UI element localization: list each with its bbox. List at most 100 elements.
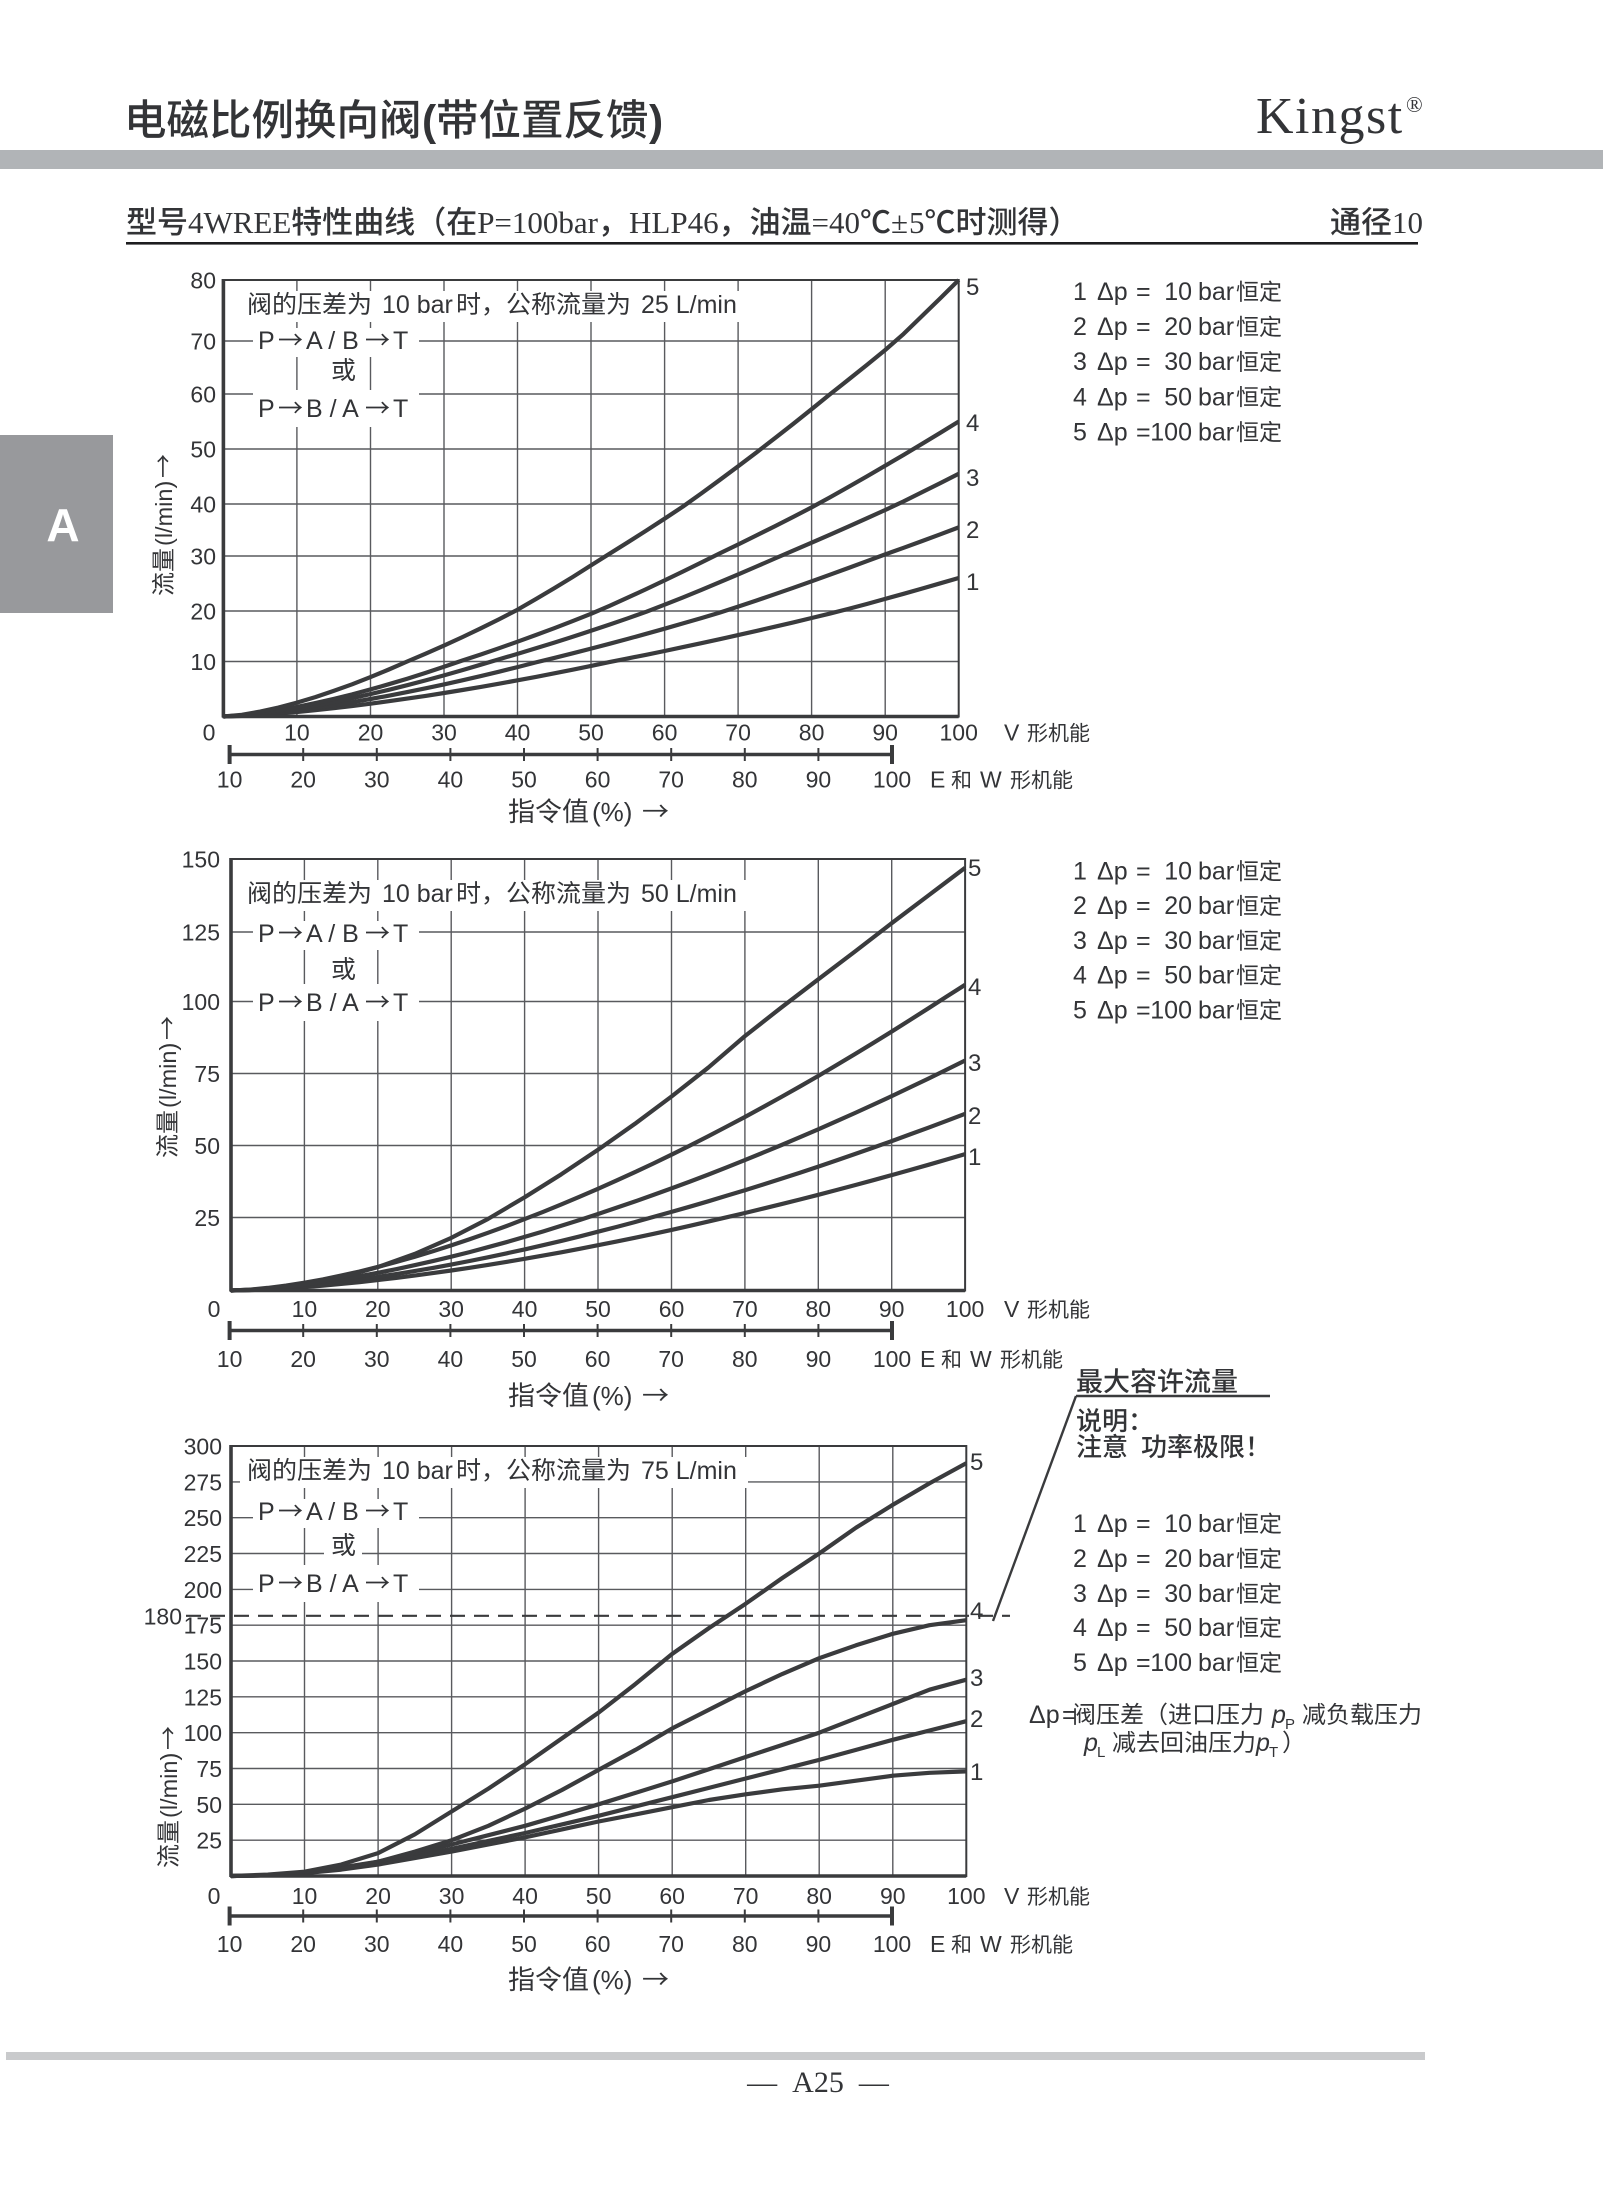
- svg-text:10: 10: [1392, 205, 1423, 240]
- svg-text:30: 30: [439, 1883, 465, 1909]
- svg-text:Δp: Δp: [1097, 892, 1128, 920]
- svg-text:bar: bar: [1198, 418, 1234, 446]
- svg-text:bar: bar: [1198, 892, 1234, 920]
- svg-text:10: 10: [217, 767, 243, 793]
- svg-text:50: 50: [578, 720, 604, 746]
- svg-text:175: 175: [184, 1613, 222, 1639]
- svg-text:T: T: [1269, 1744, 1278, 1761]
- svg-text:180: 180: [144, 1604, 182, 1630]
- svg-text:(%): (%): [592, 1381, 632, 1411]
- svg-text:5: 5: [970, 1449, 983, 1476]
- svg-text:25 L/min: 25 L/min: [641, 291, 737, 319]
- svg-text:60: 60: [585, 767, 611, 793]
- svg-text:60: 60: [652, 720, 678, 746]
- svg-text:100: 100: [1150, 996, 1192, 1024]
- svg-text:90: 90: [880, 1883, 906, 1909]
- svg-text:5: 5: [1073, 1649, 1087, 1677]
- svg-text:1: 1: [970, 1759, 983, 1786]
- svg-text:T: T: [393, 989, 408, 1017]
- svg-text:Δp: Δp: [1097, 858, 1128, 886]
- svg-text:1: 1: [1073, 858, 1087, 886]
- svg-text:100: 100: [182, 989, 220, 1015]
- svg-text:3: 3: [1073, 348, 1087, 376]
- svg-text:=40: =40: [812, 205, 860, 240]
- svg-text:30: 30: [364, 1346, 390, 1372]
- svg-text:Δp: Δp: [1097, 1649, 1128, 1677]
- svg-text:bar: bar: [1198, 383, 1234, 411]
- svg-text:P: P: [258, 989, 275, 1017]
- svg-text:1: 1: [1073, 278, 1087, 306]
- svg-text:60: 60: [659, 1883, 685, 1909]
- svg-text:90: 90: [806, 1931, 832, 1957]
- svg-text:10: 10: [292, 1296, 318, 1322]
- svg-text:50: 50: [511, 1931, 537, 1957]
- svg-text:V: V: [1004, 720, 1020, 746]
- svg-text:0: 0: [203, 720, 216, 746]
- svg-text:200: 200: [184, 1577, 222, 1603]
- svg-text:±: ±: [891, 205, 908, 240]
- svg-text:100: 100: [1150, 1649, 1192, 1677]
- svg-text:E: E: [930, 1931, 945, 1957]
- svg-text:40: 40: [512, 1296, 538, 1322]
- svg-text:bar: bar: [1198, 962, 1234, 990]
- svg-text:75 L/min: 75 L/min: [641, 1457, 737, 1485]
- svg-text:Δp: Δp: [1097, 1614, 1128, 1642]
- svg-text:5: 5: [968, 855, 981, 882]
- svg-text:20: 20: [290, 1931, 316, 1957]
- svg-text:Δp: Δp: [1097, 996, 1128, 1024]
- svg-text:70: 70: [658, 767, 684, 793]
- svg-text:): ): [649, 98, 663, 145]
- svg-text:2: 2: [1073, 892, 1087, 920]
- svg-text:30: 30: [1164, 348, 1192, 376]
- svg-text:10: 10: [217, 1346, 243, 1372]
- svg-text:60: 60: [190, 382, 216, 408]
- svg-text:bar: bar: [1198, 278, 1234, 306]
- svg-text:Δp: Δp: [1097, 418, 1128, 446]
- svg-text:100: 100: [873, 1346, 911, 1372]
- svg-text:=: =: [1136, 418, 1151, 446]
- svg-text:T: T: [393, 395, 408, 423]
- svg-text:100: 100: [184, 1720, 222, 1746]
- svg-text:20: 20: [365, 1296, 391, 1322]
- svg-text:50 L/min: 50 L/min: [641, 880, 737, 908]
- svg-text:T: T: [393, 1570, 408, 1598]
- svg-text:2: 2: [966, 517, 979, 544]
- svg-text:3: 3: [1073, 927, 1087, 955]
- svg-text:2: 2: [1073, 313, 1087, 341]
- svg-text:4: 4: [966, 410, 979, 437]
- svg-text:=: =: [1136, 383, 1151, 411]
- svg-text:50: 50: [190, 437, 216, 463]
- svg-text:60: 60: [585, 1931, 611, 1957]
- svg-text:30: 30: [438, 1296, 464, 1322]
- svg-text:50: 50: [511, 1346, 537, 1372]
- svg-text:60: 60: [585, 1346, 611, 1372]
- svg-text:bar: bar: [1198, 348, 1234, 376]
- svg-text:90: 90: [872, 720, 898, 746]
- svg-text:(%): (%): [592, 797, 632, 827]
- svg-text:125: 125: [182, 920, 220, 946]
- svg-text:20: 20: [365, 1883, 391, 1909]
- svg-text:80: 80: [806, 1883, 832, 1909]
- svg-text:E: E: [920, 1346, 935, 1372]
- svg-text:B / A: B / A: [306, 989, 359, 1017]
- svg-text:4: 4: [1073, 1614, 1087, 1642]
- svg-text:p: p: [1271, 1701, 1286, 1729]
- svg-text:10 bar: 10 bar: [382, 880, 453, 908]
- svg-text:4: 4: [1073, 962, 1087, 990]
- svg-text:p: p: [1255, 1729, 1270, 1757]
- svg-text:3: 3: [970, 1665, 983, 1692]
- svg-text:100: 100: [873, 1931, 911, 1957]
- svg-text:5: 5: [1073, 996, 1087, 1024]
- svg-text:30: 30: [1164, 927, 1192, 955]
- svg-text:40: 40: [505, 720, 531, 746]
- svg-text:30: 30: [364, 767, 390, 793]
- svg-text:4: 4: [1073, 383, 1087, 411]
- svg-text:(%): (%): [592, 1965, 632, 1995]
- svg-text:1: 1: [966, 569, 979, 596]
- svg-text:bar: bar: [1198, 1614, 1234, 1642]
- svg-text:Δp: Δp: [1097, 927, 1128, 955]
- svg-text:Δp: Δp: [1097, 313, 1128, 341]
- svg-text:225: 225: [184, 1541, 222, 1567]
- svg-text:5: 5: [966, 274, 979, 301]
- svg-text:=: =: [1136, 1614, 1151, 1642]
